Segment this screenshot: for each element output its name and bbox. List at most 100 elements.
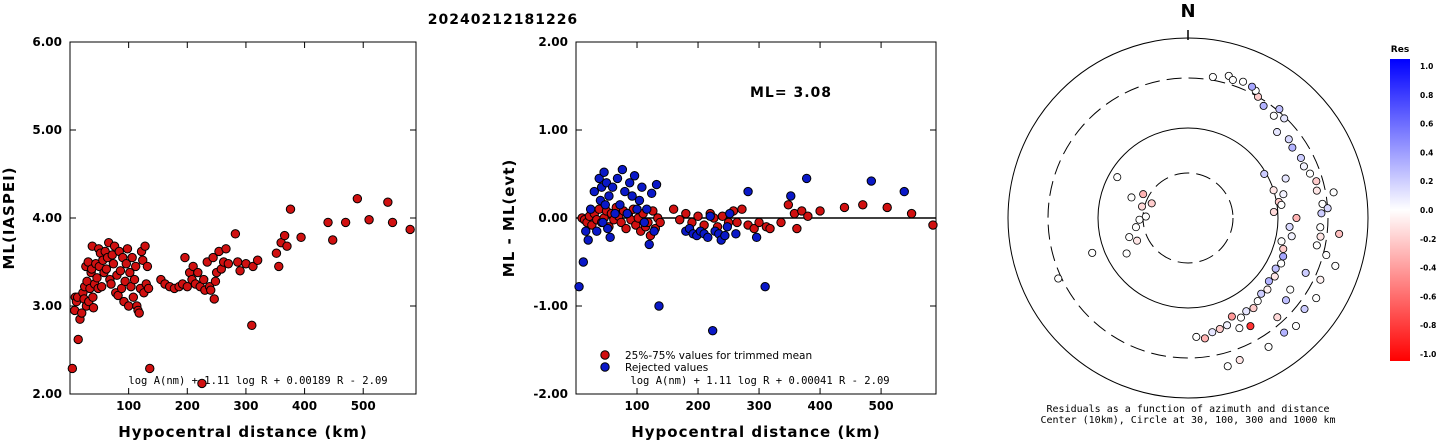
data-point bbox=[634, 195, 645, 206]
station-point bbox=[1139, 190, 1148, 199]
colorbar-tick-label: -1.0 bbox=[1420, 350, 1436, 359]
colorbar-ticks: 1.0 0.8 0.6 0.4 0.2 0.0 -0.2 -0.4 -0.6 -0.8 -1.0 bbox=[1420, 62, 1436, 359]
colorbar-tick-label: -0.6 bbox=[1420, 292, 1436, 301]
series-1 bbox=[574, 164, 909, 336]
data-point bbox=[583, 235, 593, 245]
data-point bbox=[797, 206, 807, 216]
data-point bbox=[134, 308, 144, 318]
colorbar-tick-label: -0.4 bbox=[1420, 264, 1436, 273]
station-point bbox=[1277, 237, 1286, 246]
formula-text: log A(nm) + 1.11 log R + 0.00041 R - 2.0… bbox=[630, 375, 889, 387]
circle-100km bbox=[1097, 127, 1279, 309]
station-point bbox=[1284, 135, 1293, 144]
data-point bbox=[765, 223, 775, 234]
data-point bbox=[127, 252, 137, 263]
legend-rejected-marker bbox=[600, 362, 610, 372]
data-point bbox=[651, 179, 662, 190]
station-point bbox=[1200, 334, 1209, 343]
legend-rejected-label: Rejected values bbox=[625, 362, 708, 374]
north-label: N bbox=[1180, 1, 1195, 22]
data-point bbox=[610, 208, 620, 219]
data-point bbox=[138, 255, 148, 265]
y-axis-label: ML - ML(evt) bbox=[500, 159, 518, 277]
data-point bbox=[603, 223, 613, 234]
x-tick-label: 100 bbox=[116, 399, 141, 413]
legend-accepted-label: 25%-75% values for trimmed mean bbox=[625, 350, 812, 362]
station-point bbox=[1279, 252, 1288, 261]
formula-text: log A(nm) + 1.11 log R + 0.00189 R - 2.0… bbox=[128, 375, 387, 387]
data-point bbox=[639, 217, 650, 228]
data-points bbox=[67, 193, 415, 389]
data-point bbox=[193, 267, 203, 278]
series-0 bbox=[577, 200, 938, 241]
colorbar-gradient bbox=[1390, 59, 1410, 361]
data-point bbox=[644, 239, 654, 250]
y-axis-ticks: 2.00 3.00 4.00 5.00 6.00 bbox=[32, 35, 416, 401]
station-point bbox=[1125, 233, 1134, 242]
station-point bbox=[1257, 289, 1266, 298]
data-point bbox=[574, 281, 584, 292]
data-point bbox=[594, 173, 604, 184]
data-point bbox=[125, 267, 135, 278]
data-point bbox=[604, 191, 614, 201]
data-point bbox=[67, 363, 78, 374]
residual-colorbar: Res 1.0 0.8 0.6 0.4 0.2 0.0 -0.2 -0.4 -0.6 -0.8 -1… bbox=[1390, 45, 1436, 361]
caption-line-2: Center (10km), Circle at 30, 100, 300 an… bbox=[1040, 415, 1335, 426]
station-point bbox=[1286, 285, 1295, 294]
data-point bbox=[188, 261, 198, 272]
data-point bbox=[248, 261, 258, 272]
station-point bbox=[1246, 322, 1255, 331]
y-tick-label: 2.00 bbox=[538, 35, 568, 49]
station-point bbox=[1288, 143, 1297, 152]
data-point bbox=[882, 202, 892, 213]
data-point bbox=[233, 257, 243, 267]
data-point bbox=[121, 259, 131, 269]
data-point bbox=[649, 226, 659, 236]
data-point bbox=[578, 257, 589, 267]
data-point bbox=[383, 197, 393, 207]
station-point bbox=[1235, 324, 1244, 333]
colorbar-tick-label: 0.4 bbox=[1420, 148, 1433, 157]
caption-line-1: Residuals as a function of azimuth and d… bbox=[1047, 404, 1330, 415]
data-point bbox=[210, 276, 221, 287]
data-point bbox=[612, 173, 623, 184]
station-point bbox=[1208, 73, 1217, 82]
data-point bbox=[279, 230, 290, 241]
data-point bbox=[106, 279, 116, 289]
data-point bbox=[274, 261, 284, 272]
data-point bbox=[599, 167, 609, 177]
data-point bbox=[681, 208, 691, 219]
data-point bbox=[73, 334, 83, 345]
circle-300km bbox=[1047, 77, 1329, 359]
data-point bbox=[616, 217, 626, 228]
data-point bbox=[592, 226, 602, 236]
data-point bbox=[906, 208, 917, 219]
station-point bbox=[1259, 101, 1268, 110]
data-point bbox=[839, 202, 850, 213]
series-0 bbox=[67, 193, 415, 389]
station-point bbox=[1270, 272, 1279, 281]
station-point bbox=[1088, 248, 1097, 257]
circle-30km bbox=[1142, 172, 1234, 264]
y-tick-label: 3.00 bbox=[32, 299, 62, 313]
data-point bbox=[180, 252, 190, 263]
legend-accepted-marker bbox=[600, 350, 610, 360]
data-point bbox=[182, 281, 192, 292]
data-point bbox=[209, 294, 219, 304]
station-point bbox=[1271, 264, 1280, 273]
station-point bbox=[1292, 213, 1301, 222]
data-point bbox=[598, 217, 608, 228]
data-point bbox=[143, 283, 154, 294]
station-point bbox=[1137, 202, 1146, 211]
station-point bbox=[1192, 332, 1201, 341]
magnitude-vs-distance-plot: 100 200 300 400 500 2.00 3.00 4.00 5.00 6.00 log… bbox=[0, 35, 417, 441]
station-point bbox=[1242, 307, 1251, 316]
data-point bbox=[230, 229, 241, 239]
colorbar-label: Res bbox=[1391, 45, 1409, 55]
data-point bbox=[732, 217, 742, 228]
station-point bbox=[1263, 285, 1272, 294]
data-point bbox=[282, 241, 292, 251]
data-point bbox=[96, 281, 107, 292]
station-point bbox=[1316, 232, 1325, 241]
